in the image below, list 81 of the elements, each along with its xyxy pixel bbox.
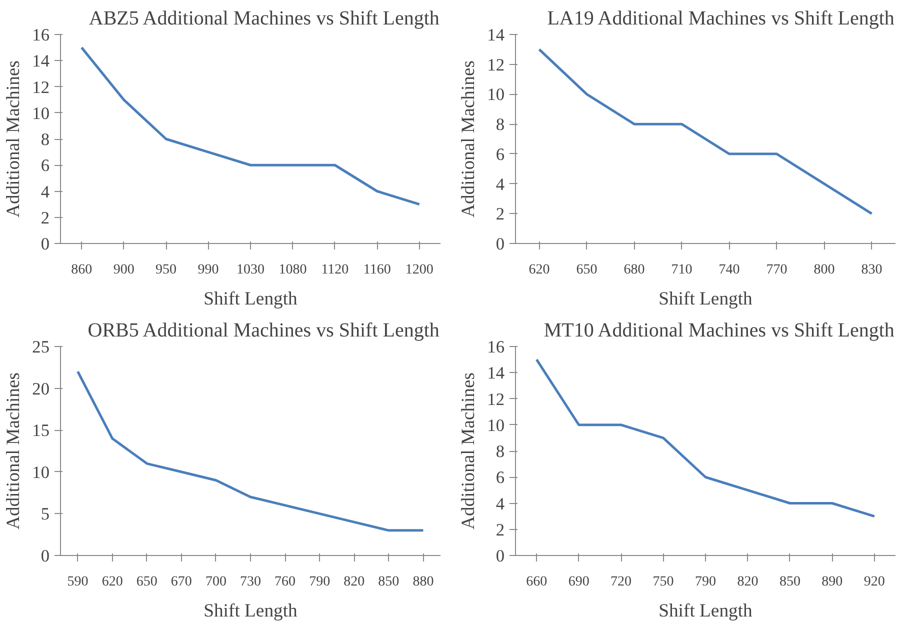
y-tick-label: 20 [32, 379, 50, 398]
y-tick-label: 12 [487, 55, 504, 74]
x-tick-label: 740 [718, 262, 740, 278]
x-tick-label: 1200 [405, 262, 434, 278]
y-tick-label: 5 [40, 504, 50, 524]
y-axis-title: Additional Machines [3, 60, 24, 218]
x-tick-label: 800 [814, 262, 835, 278]
y-tick-label: 6 [496, 144, 505, 164]
x-axis-title: Shift Length [658, 600, 754, 622]
x-tick-label: 990 [198, 262, 219, 278]
x-axis-title: Shift Length [204, 600, 298, 622]
y-tick-label: 14 [487, 364, 505, 383]
y-tick-label: 12 [487, 390, 504, 409]
y-tick-label: 0 [496, 546, 505, 566]
y-tick-label: 0 [496, 234, 505, 254]
y-tick-label: 6 [40, 156, 50, 176]
x-axis-title: Shift Length [204, 288, 298, 310]
chart-title: LA19 Additional Machines vs Shift Length [547, 8, 894, 30]
x-tick-label: 820 [737, 574, 758, 590]
x-tick-label: 1030 [236, 262, 264, 278]
y-tick-label: 4 [496, 494, 505, 514]
x-tick-label: 920 [864, 574, 885, 590]
y-tick-label: 15 [32, 421, 50, 440]
y-tick-label: 0 [40, 234, 50, 254]
x-tick-label: 660 [526, 574, 548, 590]
y-tick-label: 4 [40, 182, 50, 202]
y-tick-label: 16 [487, 338, 505, 356]
y-tick-label: 8 [40, 130, 50, 149]
x-tick-label: 860 [71, 262, 92, 278]
x-tick-label: 620 [102, 574, 123, 590]
x-tick-label: 680 [624, 262, 645, 278]
chart-title: ORB5 Additional Machines vs Shift Length [88, 320, 440, 342]
x-tick-label: 850 [378, 574, 400, 590]
chart-title: ABZ5 Additional Machines vs Shift Length [88, 8, 440, 30]
x-tick-label: 880 [412, 574, 434, 590]
x-tick-label: 700 [205, 574, 226, 590]
y-tick-label: 14 [32, 52, 50, 71]
y-tick-label: 8 [496, 442, 505, 461]
y-tick-label: 10 [487, 85, 504, 104]
y-tick-label: 8 [496, 115, 505, 134]
x-tick-label: 950 [156, 262, 177, 278]
x-tick-label: 710 [671, 262, 692, 278]
x-tick-label: 650 [136, 574, 158, 590]
x-tick-label: 750 [652, 574, 674, 590]
y-tick-label: 2 [496, 520, 505, 540]
x-tick-label: 690 [568, 574, 590, 590]
x-tick-label: 730 [240, 574, 261, 590]
x-tick-label: 770 [766, 262, 788, 278]
x-tick-label: 1080 [278, 262, 307, 278]
x-tick-label: 590 [67, 574, 88, 590]
x-tick-label: 900 [113, 262, 134, 278]
y-tick-label: 10 [487, 416, 504, 435]
x-tick-label: 790 [309, 574, 330, 590]
y-axis-title: Additional Machines [458, 372, 480, 530]
x-tick-label: 890 [822, 574, 843, 590]
y-tick-label: 4 [496, 174, 505, 194]
x-tick-label: 830 [861, 262, 882, 278]
y-tick-label: 25 [32, 338, 50, 356]
x-tick-label: 850 [779, 574, 800, 590]
x-tick-label: 790 [695, 574, 716, 590]
y-tick-label: 2 [40, 208, 50, 228]
chart-title: MT10 Additional Machines vs Shift Length [544, 320, 894, 342]
x-tick-label: 670 [170, 574, 192, 590]
y-axis-title: Additional Machines [3, 372, 24, 530]
x-tick-label: 650 [576, 262, 598, 278]
x-tick-label: 1160 [363, 262, 391, 278]
x-tick-label: 760 [274, 574, 296, 590]
y-tick-label: 10 [32, 104, 50, 123]
x-tick-label: 820 [344, 574, 365, 590]
y-tick-label: 0 [40, 546, 50, 566]
y-axis-title: Additional Machines [458, 60, 480, 218]
y-tick-label: 10 [32, 462, 50, 482]
x-tick-label: 620 [528, 262, 550, 278]
y-tick-label: 14 [487, 26, 505, 44]
x-tick-label: 720 [610, 574, 632, 590]
x-tick-label: 1120 [321, 262, 349, 278]
x-axis-title: Shift Length [658, 288, 754, 310]
y-tick-label: 16 [32, 26, 50, 44]
y-tick-label: 12 [32, 78, 50, 97]
y-tick-label: 2 [496, 204, 505, 224]
y-tick-label: 6 [496, 468, 505, 488]
